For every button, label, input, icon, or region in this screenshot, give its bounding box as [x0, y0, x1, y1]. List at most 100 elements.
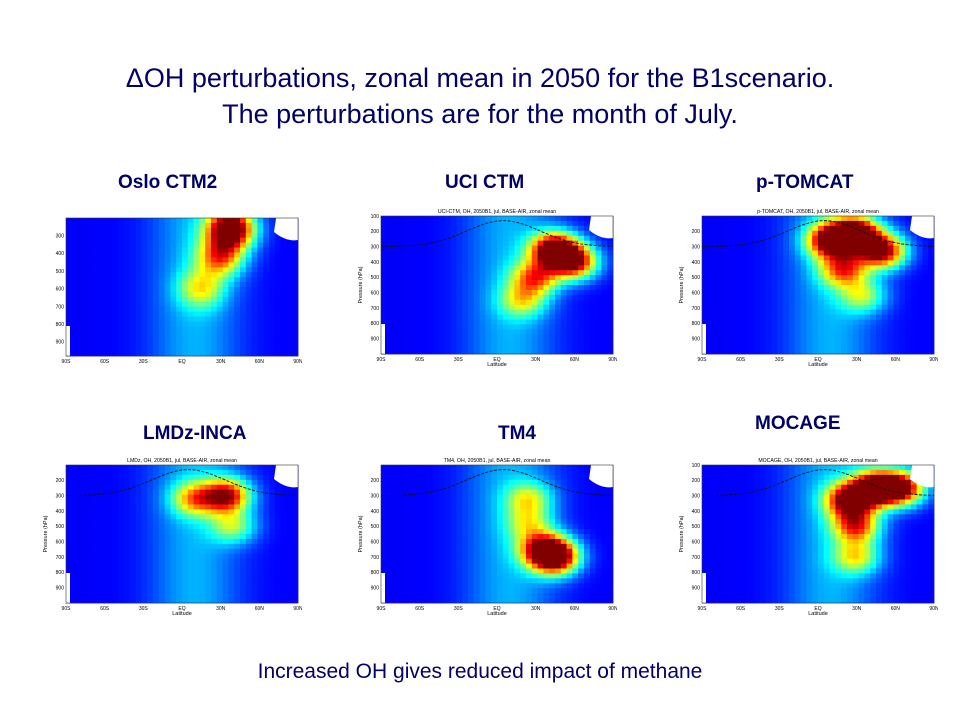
heatmap-cell [748, 319, 755, 325]
heatmap-cell [228, 257, 235, 263]
heatmap-cell [71, 504, 78, 510]
heatmap-cell [905, 324, 912, 330]
heatmap-cell [77, 306, 84, 313]
x-tick-label: EQ [178, 606, 185, 612]
heatmap-cell [112, 504, 119, 510]
heatmap-cell [112, 287, 119, 293]
heatmap-cell [881, 270, 888, 276]
heatmap-cell [392, 509, 399, 515]
heatmap-cell [274, 479, 281, 486]
heatmap-cell [95, 563, 102, 569]
heatmap-cell [456, 499, 463, 505]
heatmap-cell [240, 558, 247, 564]
heatmap-cell [211, 563, 218, 569]
heatmap-cell [754, 309, 761, 315]
heatmap-cell [106, 509, 113, 515]
heatmap-cell [398, 578, 405, 584]
heatmap-cell [852, 329, 859, 335]
heatmap-cell [462, 285, 469, 291]
heatmap-cell [292, 242, 299, 248]
heatmap-cell [129, 311, 136, 317]
heatmap-cell [83, 336, 90, 342]
heatmap-cell [129, 247, 136, 253]
heatmap-cell [410, 240, 417, 246]
x-axis-label: Latitude [172, 611, 192, 615]
heatmap-cell [118, 287, 125, 293]
heatmap-cell [725, 220, 732, 227]
heatmap-cell [193, 588, 200, 594]
heatmap-cell [228, 578, 235, 584]
heatmap-cell [444, 593, 451, 599]
heatmap-cell [742, 235, 749, 242]
y-tick-label: 700 [56, 555, 65, 561]
heatmap-cell [754, 314, 761, 320]
heatmap-cell [392, 514, 399, 520]
heatmap-cell [410, 543, 417, 550]
heatmap-cell [462, 304, 469, 311]
heatmap-cell [520, 289, 527, 296]
heatmap-cell [526, 230, 533, 237]
heatmap-cell [398, 230, 405, 237]
heatmap-cell [77, 514, 84, 520]
heatmap-cell [66, 272, 73, 278]
heatmap-cell [444, 260, 451, 266]
heatmap-cell [433, 339, 440, 345]
heatmap-cell [245, 548, 252, 555]
heatmap-cell [153, 519, 160, 525]
heatmap-cell [257, 499, 264, 505]
heatmap-cell [543, 299, 550, 306]
heatmap-cell [852, 255, 859, 261]
heatmap-cell [905, 314, 912, 320]
heatmap-cell [392, 235, 399, 242]
heatmap-cell [725, 225, 732, 232]
heatmap-cell [392, 465, 399, 471]
heatmap-cell [274, 553, 281, 560]
heatmap-cell [468, 220, 475, 227]
heatmap-cell [89, 519, 96, 525]
heatmap-cell [95, 504, 102, 510]
heatmap-cell [462, 245, 469, 251]
heatmap-cell [415, 563, 422, 569]
heatmap-cell [257, 568, 264, 574]
heatmap-cell [106, 247, 113, 253]
heatmap-cell [141, 469, 148, 476]
heatmap-cell [274, 247, 281, 253]
heatmap-cell [812, 270, 819, 276]
heatmap-cell [421, 309, 428, 315]
heatmap-cell [555, 294, 562, 301]
heatmap-cell [118, 499, 125, 505]
heatmap-cell [100, 514, 107, 520]
heatmap-cell [66, 548, 73, 555]
heatmap-cell [415, 220, 422, 227]
heatmap-cell [158, 598, 165, 604]
heatmap-cell [537, 255, 544, 261]
heatmap-cell [852, 240, 859, 246]
heatmap-cell [566, 265, 573, 271]
heatmap-cell [182, 232, 189, 239]
heatmap-cell [280, 316, 287, 322]
heatmap-cell [847, 329, 854, 335]
heatmap-cell [95, 494, 102, 500]
heatmap-cell [292, 563, 299, 569]
heatmap-cell [439, 280, 446, 286]
heatmap-cell [847, 255, 854, 261]
heatmap-cell [777, 334, 784, 340]
heatmap-cell [899, 314, 906, 320]
heatmap-cell [456, 558, 463, 564]
heatmap-cell [543, 304, 550, 311]
heatmap-cell [398, 285, 405, 291]
heatmap-cell [158, 543, 165, 550]
heatmap-cell [286, 489, 293, 495]
heatmap-cell [899, 240, 906, 246]
heatmap-cell [77, 301, 84, 308]
heatmap-cell [66, 296, 73, 303]
heatmap-cell [491, 304, 498, 311]
heatmap-cell [112, 301, 119, 308]
heatmap-cell [421, 225, 428, 232]
heatmap-cell [228, 553, 235, 560]
heatmap-cell [95, 296, 102, 303]
heatmap-cell [870, 245, 877, 251]
heatmap-cell [916, 294, 923, 301]
heatmap-cell [589, 344, 596, 350]
heatmap-cell [89, 346, 96, 352]
